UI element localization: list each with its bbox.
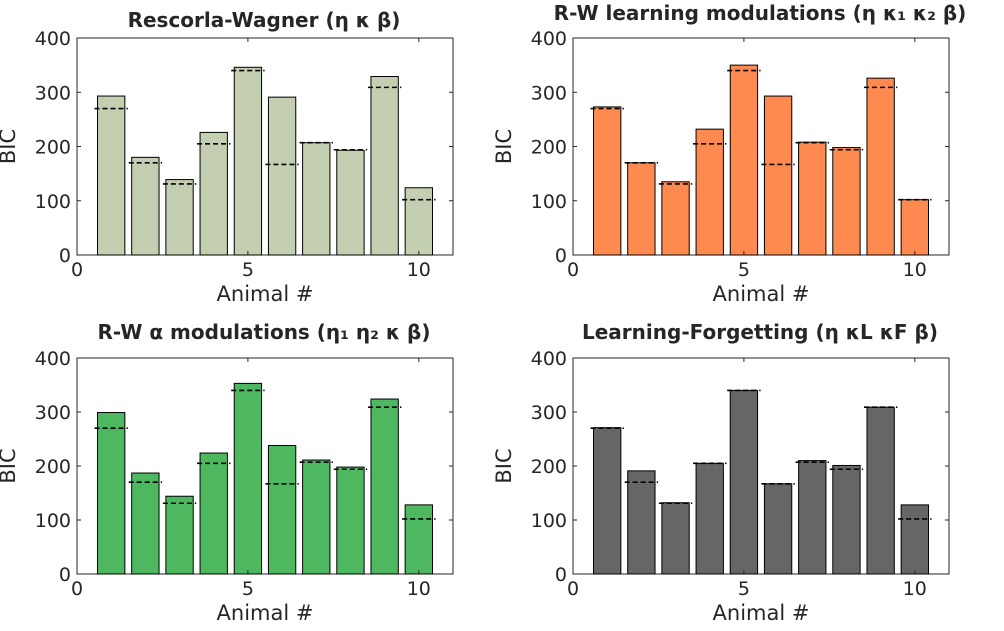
x-tick-label: 10 — [407, 259, 431, 281]
bar-animal-6 — [267, 96, 297, 256]
bar-animal-4 — [199, 452, 228, 575]
bar-animal-5 — [729, 389, 759, 575]
x-tick-label: 0 — [71, 578, 83, 600]
y-tick-label: 200 — [531, 137, 567, 159]
x-tick-label: 5 — [738, 259, 750, 281]
bar-animal-8 — [832, 147, 861, 256]
bar-animal-10 — [404, 504, 433, 575]
panel-2: 0 100 200 300 400 0 5 10 Animal # BIC — [492, 28, 950, 306]
bar-animal-1 — [593, 106, 622, 256]
bar-animal-7 — [302, 142, 331, 256]
bar-animal-8 — [832, 464, 861, 575]
panel-2-title: R-W learning modulations (η κ₁ κ₂ β) — [554, 1, 967, 25]
y-tick-label: 100 — [531, 191, 567, 213]
x-tick-label: 10 — [903, 578, 927, 600]
y-tick-label: 100 — [35, 510, 71, 532]
x-tick-label: 10 — [407, 578, 431, 600]
x-tick-label: 10 — [903, 259, 927, 281]
y-tick-label: 200 — [35, 137, 71, 159]
x-tick-label: 5 — [242, 259, 254, 281]
bar-animal-2 — [131, 156, 160, 256]
y-tick-label: 300 — [531, 82, 567, 104]
y-axis-label: BIC — [0, 448, 20, 483]
bar-animal-2 — [131, 472, 160, 575]
y-tick-label: 0 — [59, 245, 71, 267]
bar-animal-5 — [729, 64, 759, 256]
y-tick-label: 300 — [35, 402, 71, 424]
x-axis-label: Animal # — [713, 601, 810, 625]
bar-animal-1 — [97, 95, 126, 256]
y-tick-label: 400 — [531, 28, 567, 50]
y-tick-label: 100 — [35, 191, 71, 213]
y-tick-label: 200 — [35, 456, 71, 478]
panel-3-title: R-W α modulations (η₁ η₂ κ β) — [98, 320, 431, 344]
x-tick-label: 5 — [242, 578, 254, 600]
bar-animal-10 — [404, 187, 433, 256]
panel-4: 0 100 200 300 400 0 5 10 Animal # BIC — [492, 348, 950, 625]
bar-animal-4 — [695, 462, 724, 575]
bar-animal-8 — [336, 149, 365, 256]
bar-animal-3 — [661, 502, 690, 575]
bar-animal-5 — [233, 382, 263, 575]
bar-animal-9 — [866, 406, 895, 575]
x-axis-label: Animal # — [217, 601, 314, 625]
y-axis-label: BIC — [492, 448, 516, 483]
y-tick-label: 200 — [531, 456, 567, 478]
y-tick-label: 100 — [531, 510, 567, 532]
y-tick-label: 0 — [555, 245, 567, 267]
x-axis-label: Animal # — [217, 282, 314, 306]
bar-animal-6 — [763, 95, 793, 256]
bar-animal-6 — [267, 444, 297, 575]
bar-animal-10 — [900, 504, 929, 575]
bar-animal-6 — [763, 483, 793, 575]
bar-animal-10 — [900, 199, 929, 256]
y-tick-label: 400 — [531, 348, 567, 370]
bar-animal-9 — [370, 76, 399, 256]
y-tick-label: 400 — [35, 348, 71, 370]
x-tick-label: 5 — [738, 578, 750, 600]
y-tick-label: 0 — [59, 564, 71, 586]
x-tick-label: 0 — [567, 578, 579, 600]
x-tick-label: 0 — [71, 259, 83, 281]
panel-4-title: Learning-Forgetting (η κL κF β) — [582, 320, 938, 344]
y-axis-label: BIC — [0, 129, 20, 164]
bar-animal-4 — [199, 131, 228, 256]
bar-animal-1 — [97, 412, 126, 575]
bar-animal-1 — [593, 427, 622, 575]
bar-animal-8 — [336, 466, 365, 575]
bar-animal-3 — [165, 495, 194, 575]
y-tick-label: 300 — [35, 82, 71, 104]
bar-animal-7 — [798, 460, 827, 575]
bar-animal-7 — [798, 141, 827, 256]
x-tick-label: 0 — [567, 259, 579, 281]
bar-animal-9 — [866, 77, 895, 256]
panel-3: 0 100 200 300 400 0 5 10 Animal # BIC — [0, 348, 454, 625]
y-tick-label: 300 — [531, 402, 567, 424]
y-tick-label: 400 — [35, 28, 71, 50]
x-axis-label: Animal # — [713, 282, 810, 306]
bar-animal-3 — [165, 179, 194, 256]
bar-animal-4 — [695, 128, 724, 256]
panel-1: 0 100 200 300 400 0 5 10 Animal # BIC — [0, 28, 454, 306]
panel-1-title: Rescorla-Wagner (η κ β) — [128, 8, 401, 32]
bar-animal-9 — [370, 398, 399, 575]
bar-animal-3 — [661, 181, 690, 256]
bar-animal-7 — [302, 459, 331, 575]
y-tick-label: 0 — [555, 564, 567, 586]
y-axis-label: BIC — [492, 129, 516, 164]
bar-animal-2 — [627, 162, 656, 256]
bar-animal-2 — [627, 470, 656, 575]
bar-animal-5 — [233, 66, 263, 256]
